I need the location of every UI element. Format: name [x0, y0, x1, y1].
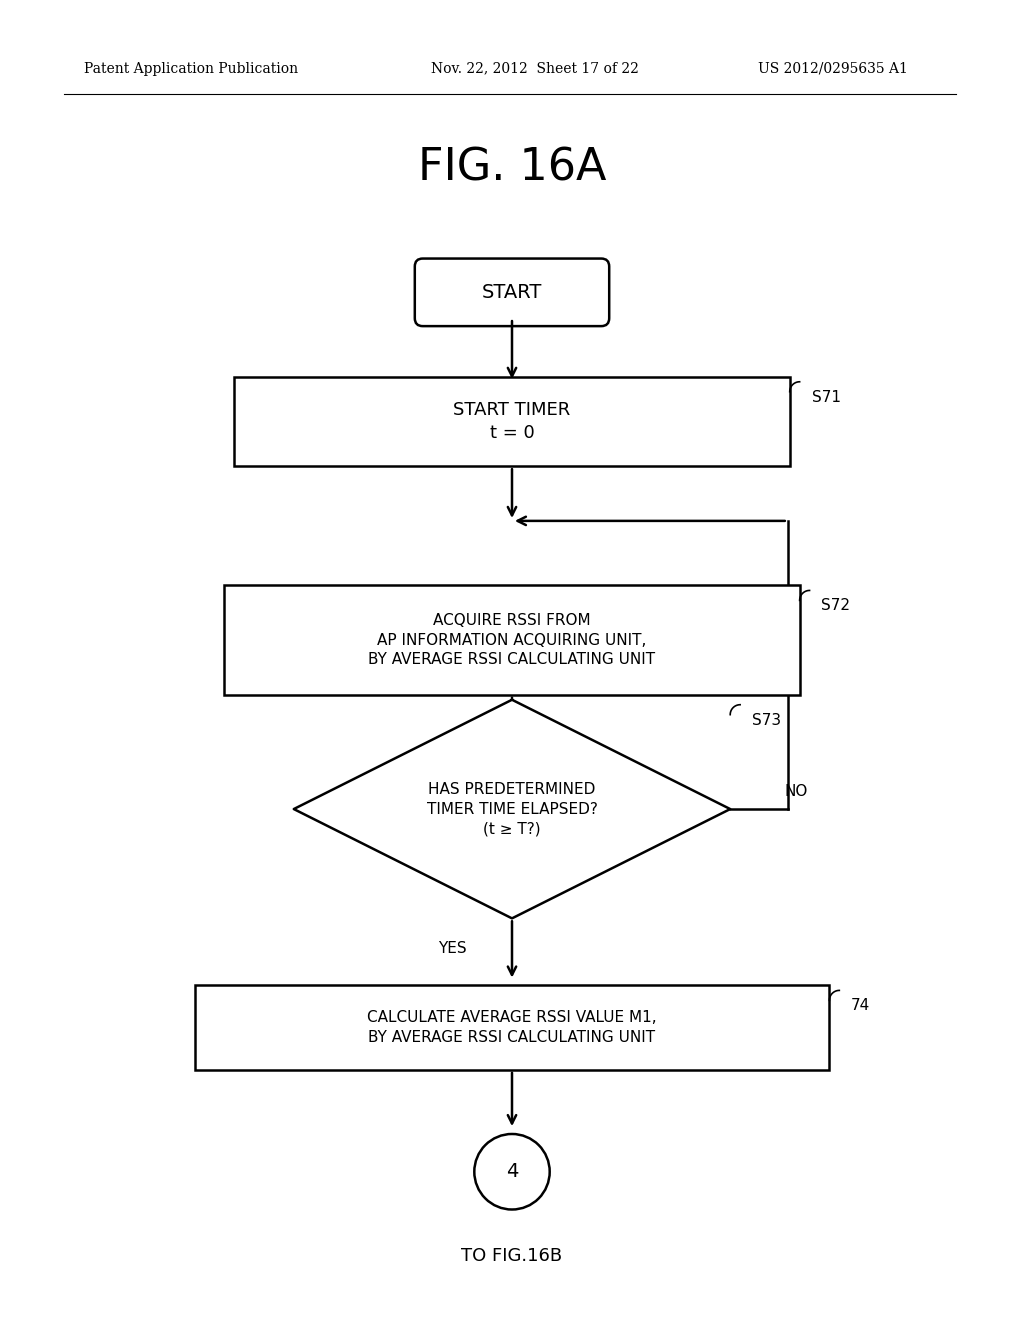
Text: YES: YES — [437, 941, 466, 956]
Text: HAS PREDETERMINED
TIMER TIME ELAPSED?
(t ≥ T?): HAS PREDETERMINED TIMER TIME ELAPSED? (t… — [427, 781, 597, 837]
Text: S71: S71 — [812, 389, 841, 405]
Text: S72: S72 — [821, 598, 851, 614]
Bar — [234, 376, 790, 466]
Text: START TIMER
t = 0: START TIMER t = 0 — [454, 401, 570, 442]
Text: NO: NO — [784, 784, 808, 799]
FancyBboxPatch shape — [415, 259, 609, 326]
Text: 74: 74 — [851, 998, 870, 1014]
Text: US 2012/0295635 A1: US 2012/0295635 A1 — [758, 62, 908, 75]
Bar — [224, 586, 800, 694]
Bar — [195, 986, 829, 1071]
Text: Nov. 22, 2012  Sheet 17 of 22: Nov. 22, 2012 Sheet 17 of 22 — [431, 62, 639, 75]
Text: Patent Application Publication: Patent Application Publication — [84, 62, 298, 75]
Text: TO FIG.16B: TO FIG.16B — [462, 1247, 562, 1265]
Polygon shape — [294, 700, 730, 919]
Text: ACQUIRE RSSI FROM
AP INFORMATION ACQUIRING UNIT,
BY AVERAGE RSSI CALCULATING UNI: ACQUIRE RSSI FROM AP INFORMATION ACQUIRI… — [369, 612, 655, 668]
Circle shape — [474, 1134, 550, 1209]
Text: START: START — [482, 282, 542, 302]
Text: CALCULATE AVERAGE RSSI VALUE M1,
BY AVERAGE RSSI CALCULATING UNIT: CALCULATE AVERAGE RSSI VALUE M1, BY AVER… — [368, 1010, 656, 1045]
Text: S73: S73 — [752, 713, 781, 727]
Text: 4: 4 — [506, 1162, 518, 1181]
Text: FIG. 16A: FIG. 16A — [418, 147, 606, 190]
